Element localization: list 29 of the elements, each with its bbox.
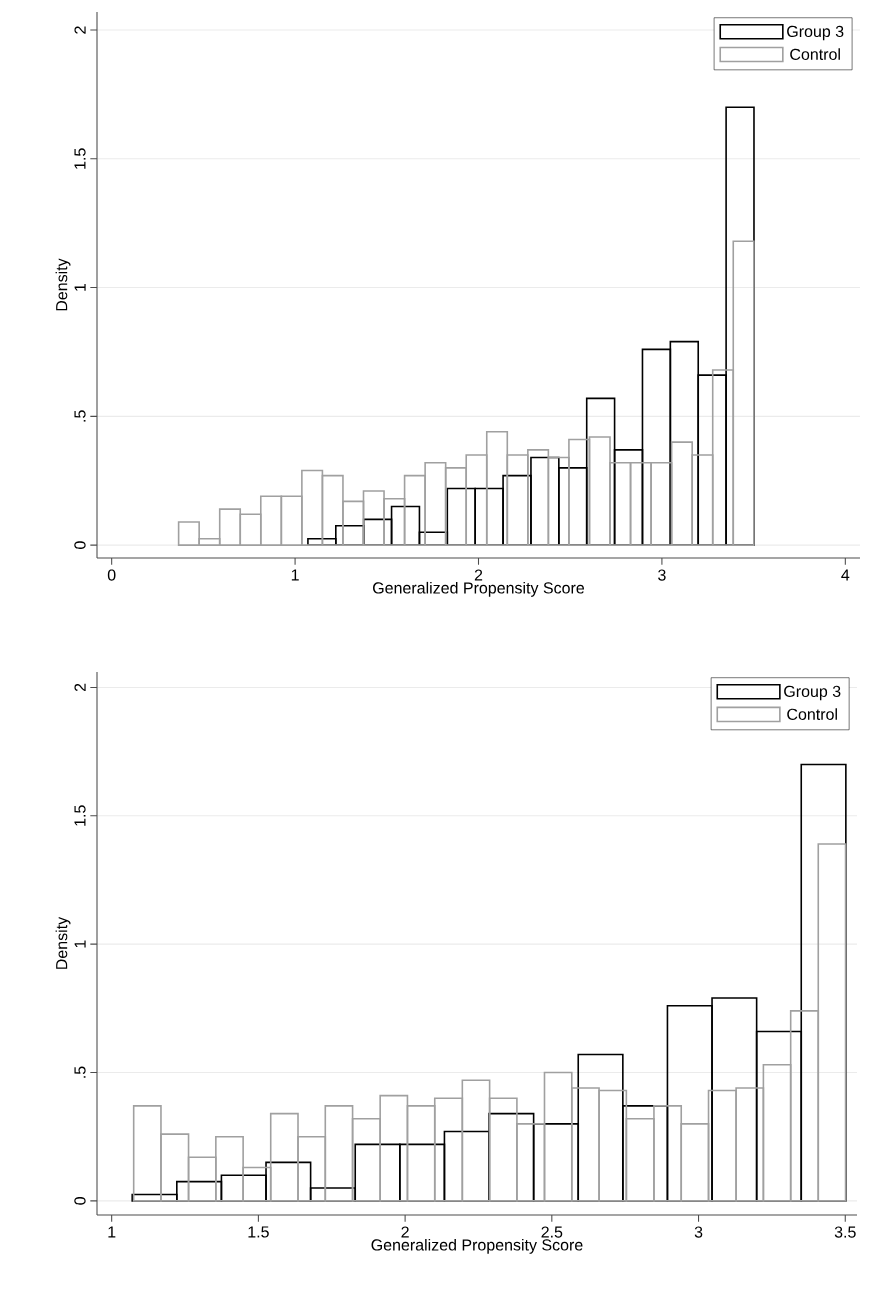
y-tick-label: 1.5 [74,148,86,169]
x-axis-title: Generalized Propensity Score [371,1238,583,1254]
y-tick-label: 1 [74,283,86,291]
y-tick-label: 2 [74,26,86,34]
y-tick-label: 2 [74,683,86,692]
y-tick-label: .5 [74,410,86,422]
x-tick-label: 3 [658,569,666,581]
y-tick-label: 1.5 [74,805,86,826]
x-tick-label: 1 [108,1226,116,1238]
y-axis-title: Density [55,916,71,969]
x-tick-label: 4 [841,569,850,581]
y-tick-label: 0 [74,1197,86,1205]
legend-label: Group 3 [784,685,841,701]
y-axis-title: Density [55,258,71,311]
x-tick-label: 1 [291,569,299,581]
x-tick-label: 3.5 [834,1226,856,1238]
x-tick-label: 0 [107,569,116,581]
legend-label: Group 3 [787,25,844,41]
x-tick-label: 2 [474,569,483,581]
x-tick-label: 1.5 [248,1226,269,1238]
y-tick-label: .5 [74,1066,86,1078]
y-tick-label: 0 [74,541,86,549]
x-tick-label: 3 [694,1226,703,1238]
legend-label: Control [787,708,837,720]
legend-label: Control [790,48,840,60]
y-tick-label: 1 [74,940,86,948]
x-axis-title: Generalized Propensity Score [373,581,585,597]
x-tick-label: 2 [401,1226,409,1238]
x-tick-label: 2.5 [541,1226,563,1238]
